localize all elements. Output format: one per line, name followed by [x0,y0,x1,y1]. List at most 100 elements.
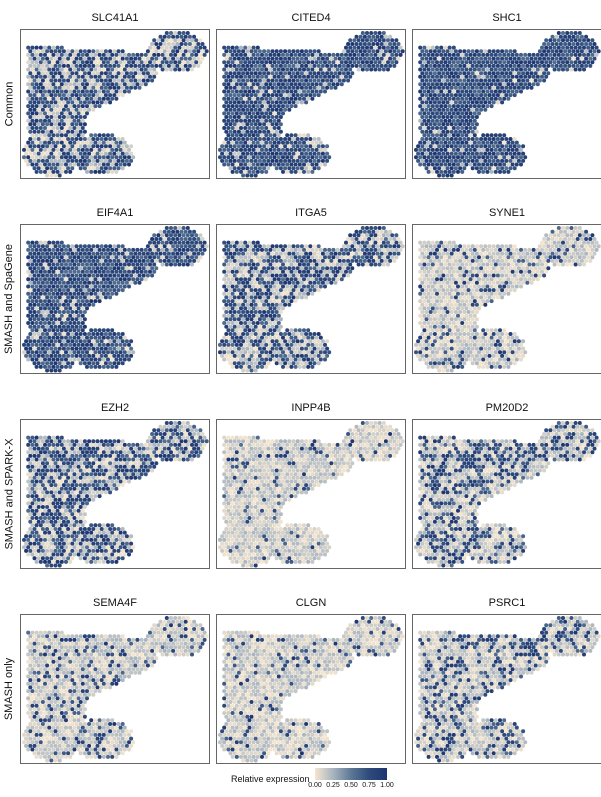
spot [360,31,365,35]
spot [49,295,54,300]
spot [106,277,110,282]
spot [112,339,117,344]
spot [299,166,304,171]
spot [247,82,252,87]
spot [55,104,60,109]
spot [228,78,233,83]
spot [291,71,296,76]
spot [592,244,597,249]
spot [264,321,269,325]
spot [487,78,492,83]
spot [472,82,477,87]
spot [152,240,157,245]
spot [243,82,248,87]
spot [239,126,243,130]
spot [118,284,123,289]
spot [43,96,47,101]
spot [47,350,52,355]
spot [308,56,313,61]
spot [561,226,565,230]
spot [291,56,296,61]
spot [32,71,37,76]
spot [510,82,515,87]
spot [26,277,31,282]
spot [22,155,26,160]
spot [243,255,248,260]
spot [531,255,536,260]
spot [28,85,33,90]
spot [127,162,131,167]
spot [72,342,77,347]
spot [264,299,269,304]
spot [477,104,481,109]
spot [262,317,267,322]
spot [243,147,248,152]
spot [24,151,29,156]
spot [278,115,283,119]
spot [53,339,58,344]
spot [38,328,43,333]
spot [224,324,229,329]
spot [110,328,115,333]
spot [171,251,176,256]
spot [72,269,77,274]
spot [61,115,66,119]
spot [218,147,222,152]
spot [514,89,519,94]
spot [299,288,304,293]
spot [82,346,87,351]
spot [563,49,568,54]
spot [87,71,92,76]
spot [335,82,340,87]
spot [243,74,248,79]
spot [40,346,45,351]
spot [506,147,511,152]
spot [43,364,47,369]
spot [103,295,108,300]
spot [135,247,140,252]
spot [137,56,142,61]
spot [89,162,94,167]
spot [236,302,241,307]
spot [85,247,89,252]
spot [325,63,330,68]
spot [283,107,288,112]
spot [253,56,258,61]
spot [36,346,41,351]
spot [55,335,60,340]
spot [314,262,319,267]
spot [439,262,444,267]
spot [266,324,271,329]
spot [93,67,98,72]
spot [177,52,182,57]
spot [590,60,595,65]
spot [283,93,288,98]
spot [34,357,39,362]
spot [257,288,262,293]
spot [103,49,108,54]
spot [36,158,41,163]
spot [432,49,437,54]
spot [302,262,306,267]
spot [466,144,471,149]
spot-map [218,226,405,373]
spot [464,255,469,260]
spot [432,100,437,105]
spot [573,52,578,57]
spot [449,93,454,98]
spot [28,310,33,314]
spot [72,52,77,57]
spot [224,251,229,256]
spot [68,299,73,304]
spot [575,49,580,54]
spot [114,155,119,160]
spot [99,361,104,366]
spot [394,247,399,252]
spot [247,321,252,325]
spot [32,332,37,336]
spot [569,255,574,260]
spot [236,332,241,336]
spot [59,335,64,340]
spot [310,67,315,72]
spot [272,133,277,138]
